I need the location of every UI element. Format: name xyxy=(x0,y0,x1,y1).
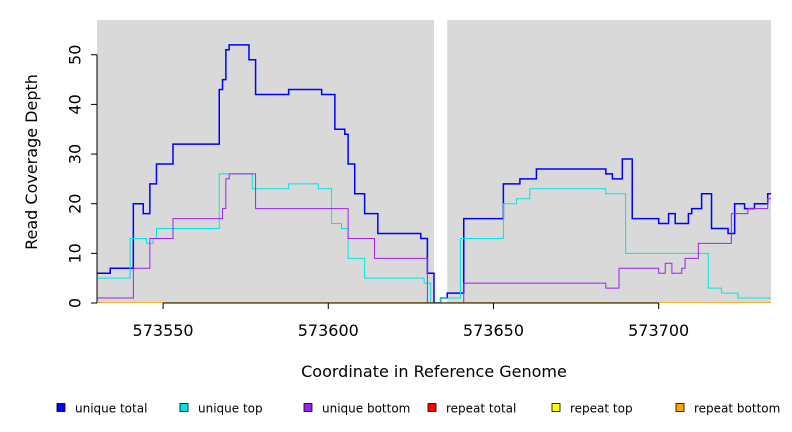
series-line-unique-top xyxy=(97,173,771,303)
x-tick-label: 573700 xyxy=(628,321,689,340)
x-axis-title: Coordinate in Reference Genome xyxy=(301,362,567,381)
legend-label: unique total xyxy=(75,402,147,416)
y-tick-label: 30 xyxy=(66,144,85,164)
legend-swatch xyxy=(303,403,313,412)
plot-panel-right xyxy=(447,20,771,303)
axes: 573550 573600 573650 573700 0 10 20 30 40 50 xyxy=(66,45,690,340)
legend-swatch xyxy=(551,403,561,412)
y-tick-label: 20 xyxy=(66,194,85,214)
legend-swatch xyxy=(675,403,685,412)
x-tick-label: 573550 xyxy=(133,321,194,340)
y-tick-label: 0 xyxy=(66,298,85,308)
plot-panels xyxy=(97,20,771,303)
legend-label: repeat top xyxy=(570,402,633,416)
legend-label: repeat total xyxy=(446,402,516,416)
y-tick-label: 10 xyxy=(66,243,85,263)
y-tick-label: 50 xyxy=(66,45,85,65)
series-line-unique-bottom xyxy=(97,173,771,303)
legend-label: repeat bottom xyxy=(694,402,780,416)
legend-swatch xyxy=(56,403,66,412)
legend-swatch xyxy=(179,403,189,412)
x-tick-label: 573650 xyxy=(463,321,524,340)
legend: unique total unique top unique bottom repea… xyxy=(56,402,780,416)
x-tick-label: 573600 xyxy=(298,321,359,340)
legend-label: unique top xyxy=(198,402,263,416)
y-axis-title: Read Coverage Depth xyxy=(22,74,41,250)
legend-label: unique bottom xyxy=(322,402,410,416)
legend-swatch xyxy=(427,403,437,412)
series-line-unique-total xyxy=(97,44,771,303)
y-tick-label: 40 xyxy=(66,94,85,114)
series-layer xyxy=(97,44,771,303)
plot-panel-left xyxy=(97,20,434,303)
